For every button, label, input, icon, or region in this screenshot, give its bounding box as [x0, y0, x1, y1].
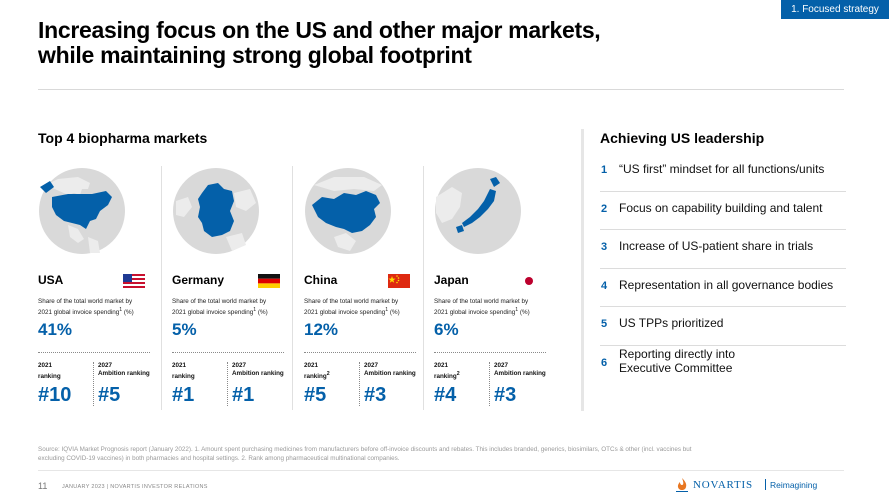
- market-share-value: 12%: [304, 320, 338, 340]
- share-label: Share of the total world market by 2021 …: [38, 297, 160, 317]
- list-item-number: 1: [601, 164, 607, 176]
- ranking-2021-value: #4: [434, 384, 456, 407]
- list-item: 1 “US first” mindset for all functions/u…: [600, 153, 846, 192]
- list-item-text: Focus on capability building and talent: [619, 201, 847, 215]
- ranking-2027-value: #5: [98, 384, 120, 407]
- ranking-2021-label: 2021 ranking2: [434, 362, 460, 381]
- list-item-number: 6: [601, 357, 607, 369]
- ranking-2027-label: 2027 Ambition ranking: [98, 362, 150, 378]
- ranking-2021-value: #10: [38, 384, 71, 407]
- list-item: 5 US TPPs prioritized: [600, 307, 846, 346]
- page-title: Increasing focus on the US and other maj…: [38, 18, 758, 68]
- market-share-value: 6%: [434, 320, 459, 340]
- ranking-2021-value: #5: [304, 384, 326, 407]
- dotted-divider: [93, 362, 94, 406]
- dotted-divider: [304, 352, 416, 353]
- ranking-2021-label: 2021 ranking: [172, 362, 195, 381]
- flag-japan-icon: [518, 274, 540, 288]
- dotted-divider: [38, 352, 150, 353]
- page-title-line-2: while maintaining strong global footprin…: [38, 43, 758, 68]
- share-label: Share of the total world market by 2021 …: [434, 297, 556, 317]
- footer-text: JANUARY 2023 | NOVARTIS INVESTOR RELATIO…: [62, 484, 208, 490]
- globe-germany-icon: [172, 167, 260, 255]
- market-card-usa: USA Share of the total world market by 2…: [38, 164, 162, 412]
- ranking-2027-label: 2027 Ambition ranking: [232, 362, 284, 378]
- list-item-text: Representation in all governance bodies: [619, 278, 847, 292]
- novartis-flame-icon: [675, 477, 689, 492]
- page-number: 11: [38, 481, 47, 491]
- title-divider: [38, 89, 844, 90]
- dotted-divider: [359, 362, 360, 406]
- globe-japan-icon: [434, 167, 522, 255]
- country-name: Germany: [172, 273, 224, 287]
- dotted-divider: [227, 362, 228, 406]
- us-leadership-heading: Achieving US leadership: [600, 130, 764, 146]
- novartis-logo: NOVARTIS Reimagining Medicine: [675, 477, 845, 492]
- globe-usa-icon: [38, 167, 126, 255]
- ranking-2021-label: 2021 ranking2: [304, 362, 330, 381]
- country-name: USA: [38, 273, 63, 287]
- logo-tagline: Reimagining Medicine: [770, 480, 845, 492]
- footer-divider: [38, 470, 844, 471]
- share-label: Share of the total world market by 2021 …: [172, 297, 294, 317]
- ranking-2021-label: 2021 ranking: [38, 362, 61, 381]
- list-item-number: 4: [601, 280, 607, 292]
- logo-wordmark: NOVARTIS: [693, 479, 753, 491]
- ranking-2027-value: #3: [364, 384, 386, 407]
- list-item-number: 2: [601, 203, 607, 215]
- list-item: 2 Focus on capability building and talen…: [600, 192, 846, 231]
- list-item-number: 5: [601, 318, 607, 330]
- ranking-2027-value: #3: [494, 384, 516, 407]
- logo-separator: [765, 479, 766, 490]
- list-item-number: 3: [601, 241, 607, 253]
- country-name: Japan: [434, 273, 469, 287]
- list-item-text: Reporting directly into Executive Committ…: [619, 347, 847, 375]
- us-leadership-list: 1 “US first” mindset for all functions/u…: [600, 153, 846, 384]
- market-card-germany: Germany Share of the total world market …: [172, 164, 296, 412]
- ranking-2027-label: 2027 Ambition ranking: [364, 362, 416, 378]
- list-item-text: “US first” mindset for all functions/uni…: [619, 162, 847, 176]
- dotted-divider: [172, 352, 284, 353]
- list-item: 4 Representation in all governance bodie…: [600, 269, 846, 308]
- flag-germany-icon: [258, 274, 280, 288]
- flag-usa-icon: [123, 274, 145, 288]
- market-share-value: 5%: [172, 320, 197, 340]
- section-divider: [581, 129, 584, 411]
- ranking-2027-value: #1: [232, 384, 254, 407]
- market-card-china: China Share of the total world market by…: [304, 164, 428, 412]
- source-footnote: Source: IQVIA Market Prognosis report (J…: [38, 446, 844, 463]
- market-card-japan: Japan Share of the total world market by…: [434, 164, 558, 412]
- ranking-2021-value: #1: [172, 384, 194, 407]
- list-item: 3 Increase of US-patient share in trials: [600, 230, 846, 269]
- section-tag: 1. Focused strategy: [781, 0, 889, 19]
- country-name: China: [304, 273, 337, 287]
- page-title-line-1: Increasing focus on the US and other maj…: [38, 18, 758, 43]
- share-label: Share of the total world market by 2021 …: [304, 297, 426, 317]
- flag-china-icon: [388, 274, 410, 288]
- list-item-text: Increase of US-patient share in trials: [619, 239, 847, 253]
- markets-heading: Top 4 biopharma markets: [38, 130, 207, 146]
- market-share-value: 41%: [38, 320, 72, 340]
- dotted-divider: [489, 362, 490, 406]
- dotted-divider: [434, 352, 546, 353]
- list-item-text: US TPPs prioritized: [619, 316, 847, 330]
- ranking-2027-label: 2027 Ambition ranking: [494, 362, 546, 378]
- list-item: 6 Reporting directly into Executive Commi…: [600, 346, 846, 385]
- globe-china-icon: [304, 167, 392, 255]
